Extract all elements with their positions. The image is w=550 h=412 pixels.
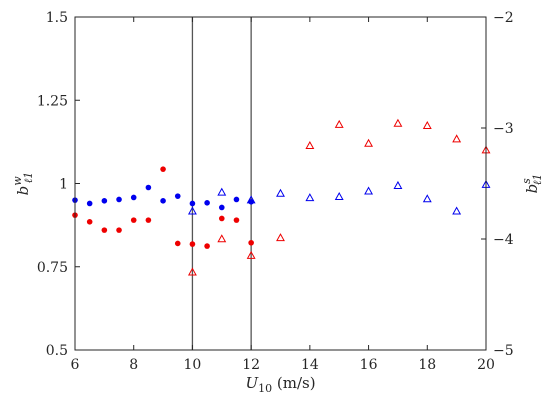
triangle-point <box>334 119 344 128</box>
y-left-tick-label: 1 <box>59 177 68 193</box>
x-axis-label-sub: 10 <box>258 382 272 395</box>
triangle-point <box>187 206 197 215</box>
triangle-point <box>305 193 315 202</box>
y-axis-left-label: bwℓ1 <box>11 172 35 196</box>
triangle-point <box>334 192 344 201</box>
y-axis-right-label-base: b <box>523 184 541 194</box>
y-axis-left-label-sup: w <box>11 176 24 186</box>
x-axis-label: U10 (m/s) <box>245 374 315 395</box>
dot-point <box>189 241 196 247</box>
dot-point <box>130 194 137 201</box>
y-right-tick-label: −4 <box>493 232 514 248</box>
triangle-point <box>422 194 432 203</box>
dot-point <box>160 166 166 172</box>
dot-point <box>101 198 108 204</box>
y-axis-left-label-sub: ℓ1 <box>22 172 35 184</box>
triangle-point <box>217 187 227 196</box>
triangle-point <box>452 134 462 143</box>
plot-frame <box>74 16 487 351</box>
y-axis-right-label-sub: ℓ1 <box>531 174 544 186</box>
triangle-point <box>276 233 285 242</box>
dot-point <box>86 200 93 207</box>
dot-point <box>204 200 210 206</box>
x-axis-label-base: U <box>245 374 259 392</box>
dot-point <box>248 239 254 246</box>
dot-point <box>189 200 196 207</box>
x-tick-label: 20 <box>477 357 495 373</box>
data-points <box>72 118 491 276</box>
x-tick-label: 18 <box>418 357 436 373</box>
triangle-point <box>422 120 432 130</box>
triangle-point <box>246 250 256 259</box>
y-left-tick-label: 1.5 <box>46 10 68 26</box>
dot-point <box>145 217 152 223</box>
triangle-point <box>393 118 403 127</box>
triangle-point <box>393 180 403 189</box>
y-left-tick-label: 0.5 <box>46 343 68 359</box>
y-axis-left-label-base: b <box>14 186 32 196</box>
dot-point <box>233 217 240 223</box>
x-tick-label: 10 <box>184 357 202 373</box>
dot-point <box>160 198 166 204</box>
dot-point <box>174 240 181 247</box>
triangle-point <box>217 234 227 243</box>
y-right-tick-label: −2 <box>493 10 514 26</box>
x-tick-label: 14 <box>301 357 319 373</box>
dot-point <box>218 215 225 222</box>
dot-point <box>101 227 108 233</box>
dot-point <box>174 193 181 199</box>
dot-point <box>116 196 122 203</box>
y-right-tick-label: −3 <box>493 121 514 137</box>
axes <box>74 16 487 351</box>
y-left-tick-label: 0.75 <box>37 260 68 276</box>
triangle-point <box>305 140 315 149</box>
triangle-point <box>276 188 285 197</box>
dot-point <box>116 227 122 233</box>
x-tick-label: 6 <box>71 357 80 373</box>
triangle-point <box>364 186 374 195</box>
triangle-point <box>452 206 462 215</box>
x-axis-label-unit: (m/s) <box>272 374 315 392</box>
triangle-point <box>246 195 256 204</box>
dot-point <box>218 204 225 211</box>
x-tick-label: 16 <box>360 357 378 373</box>
triangle-point <box>187 267 197 276</box>
dot-point <box>204 243 210 249</box>
y-left-tick-label: 1.25 <box>37 93 68 109</box>
triangle-point <box>364 138 374 147</box>
vertical-reference-lines <box>191 17 252 350</box>
dot-point <box>130 217 137 223</box>
x-tick-label: 12 <box>242 357 260 373</box>
dot-point <box>145 184 152 191</box>
dot-point <box>233 196 240 203</box>
axis-ticks: 6 8 10 12 14 16 18 20 0.5 0.75 1 1.25 1.5 −5 −4 −3 −2 <box>37 10 514 373</box>
dot-point <box>86 218 93 225</box>
y-axis-right-label-sup: s <box>520 178 533 184</box>
y-axis-right-label: bsℓ1 <box>520 174 544 194</box>
x-tick-label: 8 <box>129 357 138 373</box>
y-right-tick-label: −5 <box>493 343 514 359</box>
